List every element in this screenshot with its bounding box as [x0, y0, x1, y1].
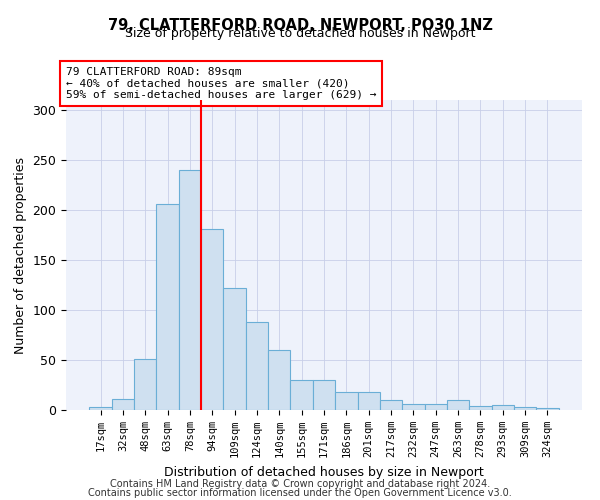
Bar — [290, 380, 313, 410]
Bar — [179, 170, 201, 410]
Y-axis label: Number of detached properties: Number of detached properties — [14, 156, 27, 354]
Bar — [469, 406, 491, 410]
Bar — [514, 407, 536, 410]
Text: 79 CLATTERFORD ROAD: 89sqm
← 40% of detached houses are smaller (420)
59% of sem: 79 CLATTERFORD ROAD: 89sqm ← 40% of deta… — [66, 67, 377, 100]
Bar — [425, 404, 447, 410]
Text: Size of property relative to detached houses in Newport: Size of property relative to detached ho… — [125, 28, 475, 40]
Bar — [536, 408, 559, 410]
Text: Contains HM Land Registry data © Crown copyright and database right 2024.: Contains HM Land Registry data © Crown c… — [110, 479, 490, 489]
Bar — [223, 288, 246, 410]
Text: 79, CLATTERFORD ROAD, NEWPORT, PO30 1NZ: 79, CLATTERFORD ROAD, NEWPORT, PO30 1NZ — [107, 18, 493, 32]
Bar — [268, 350, 290, 410]
Bar — [447, 400, 469, 410]
Bar — [335, 392, 358, 410]
Bar — [246, 322, 268, 410]
Bar — [201, 229, 223, 410]
Bar — [157, 204, 179, 410]
Bar — [358, 392, 380, 410]
Bar — [402, 404, 425, 410]
Bar — [112, 399, 134, 410]
Bar — [89, 407, 112, 410]
X-axis label: Distribution of detached houses by size in Newport: Distribution of detached houses by size … — [164, 466, 484, 478]
Bar — [491, 405, 514, 410]
Text: Contains public sector information licensed under the Open Government Licence v3: Contains public sector information licen… — [88, 488, 512, 498]
Bar — [380, 400, 402, 410]
Bar — [313, 380, 335, 410]
Bar — [134, 359, 157, 410]
